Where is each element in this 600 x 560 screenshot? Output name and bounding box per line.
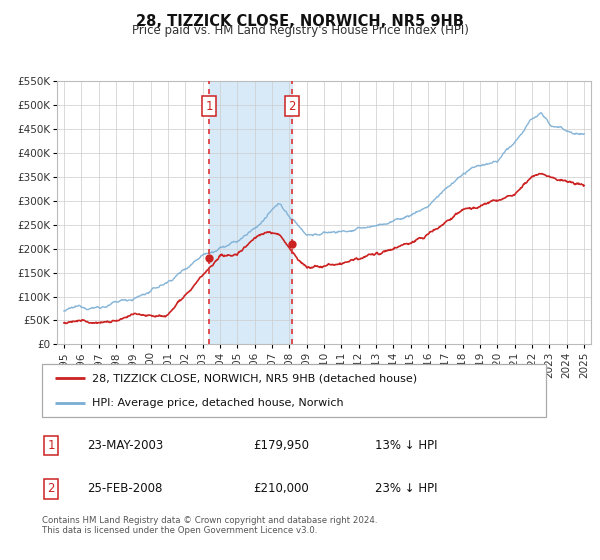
Text: 25-FEB-2008: 25-FEB-2008: [88, 483, 163, 496]
Bar: [209, 81, 292, 344]
Text: 2: 2: [288, 100, 296, 113]
Text: HPI: Average price, detached house, Norwich: HPI: Average price, detached house, Norw…: [92, 398, 344, 408]
Text: 13% ↓ HPI: 13% ↓ HPI: [374, 439, 437, 452]
Text: 1: 1: [47, 439, 55, 452]
Text: 28, TIZZICK CLOSE, NORWICH, NR5 9HB: 28, TIZZICK CLOSE, NORWICH, NR5 9HB: [136, 14, 464, 29]
Text: This data is licensed under the Open Government Licence v3.0.: This data is licensed under the Open Gov…: [42, 526, 317, 535]
Text: 2: 2: [47, 483, 55, 496]
Text: 28, TIZZICK CLOSE, NORWICH, NR5 9HB (detached house): 28, TIZZICK CLOSE, NORWICH, NR5 9HB (det…: [92, 374, 418, 384]
FancyBboxPatch shape: [42, 364, 546, 417]
Text: 23-MAY-2003: 23-MAY-2003: [88, 439, 164, 452]
Text: 23% ↓ HPI: 23% ↓ HPI: [374, 483, 437, 496]
Text: Contains HM Land Registry data © Crown copyright and database right 2024.: Contains HM Land Registry data © Crown c…: [42, 516, 377, 525]
Text: £210,000: £210,000: [254, 483, 310, 496]
Text: Price paid vs. HM Land Registry's House Price Index (HPI): Price paid vs. HM Land Registry's House …: [131, 24, 469, 37]
Text: 1: 1: [205, 100, 213, 113]
Text: £179,950: £179,950: [254, 439, 310, 452]
